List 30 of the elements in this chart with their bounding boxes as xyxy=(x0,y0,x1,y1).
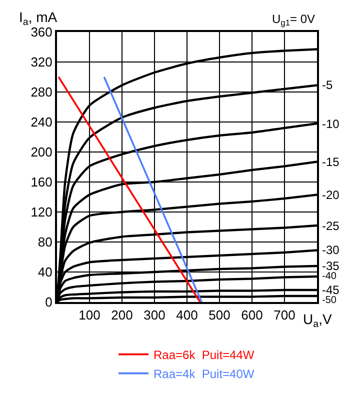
series-label: U$_{g1}$= 0V xyxy=(272,12,316,28)
series-label: -20 xyxy=(322,188,340,202)
series-label: -15 xyxy=(322,155,340,169)
y-tick-label: 240 xyxy=(30,114,52,130)
y-tick-label: 200 xyxy=(30,144,52,160)
x-tick-label: 600 xyxy=(241,308,263,323)
x-tick-label: 300 xyxy=(144,308,166,323)
x-tick-label: 400 xyxy=(176,308,198,323)
legend-label: Raa=4k Puit=40W xyxy=(154,366,255,381)
legend-label: Raa=6k Puit=44W xyxy=(154,348,255,362)
series-label: -30 xyxy=(322,243,340,257)
x-tick-label: 500 xyxy=(208,308,230,323)
y-tick-label: 0 xyxy=(45,294,52,310)
x-tick-label: 200 xyxy=(111,308,133,323)
y-tick-label: 40 xyxy=(38,264,52,280)
series-label: -5 xyxy=(322,78,333,92)
y-tick-label: 80 xyxy=(38,234,52,250)
series-label: -10 xyxy=(322,117,340,131)
series-label: -35 xyxy=(322,259,340,273)
y-tick-label: 280 xyxy=(30,84,52,100)
series-label: -25 xyxy=(322,219,340,233)
y-tick-label: 160 xyxy=(30,174,52,190)
series-label: -45 xyxy=(322,283,340,297)
x-axis-title: U$_{a}$,V xyxy=(303,311,332,330)
x-tick-label: 700 xyxy=(274,308,296,323)
series-label: -50 xyxy=(322,295,337,306)
y-tick-label: 320 xyxy=(30,54,52,70)
y-tick-label: 120 xyxy=(30,204,52,220)
series-label: -40 xyxy=(322,271,337,282)
x-tick-label: 100 xyxy=(78,308,100,323)
